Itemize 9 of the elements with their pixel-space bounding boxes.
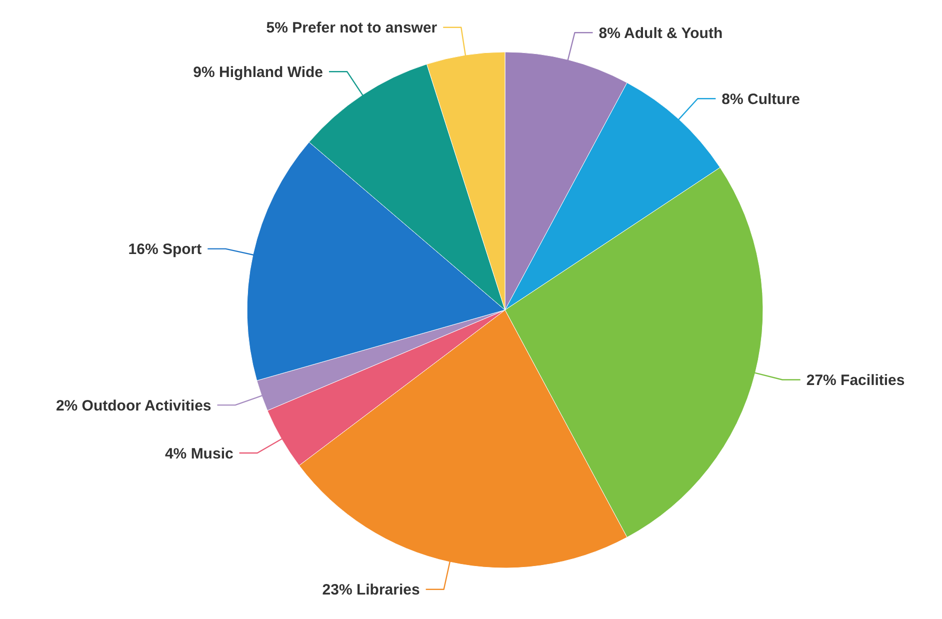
slice-label: 2% Outdoor Activities <box>56 397 212 414</box>
slice-label: 23% Libraries <box>322 582 420 599</box>
slice-label: 8% Culture <box>722 90 800 108</box>
slice-label: 4% Music <box>164 445 234 462</box>
slice-label: 27% Facilities <box>806 372 905 390</box>
slice-label: 5% Prefer not to answer <box>266 20 438 37</box>
slice-label: 16% Sport <box>128 241 202 258</box>
slice-label: 9% Highland Wide <box>193 64 324 81</box>
slice-label: 8% Adult & Youth <box>598 24 723 42</box>
